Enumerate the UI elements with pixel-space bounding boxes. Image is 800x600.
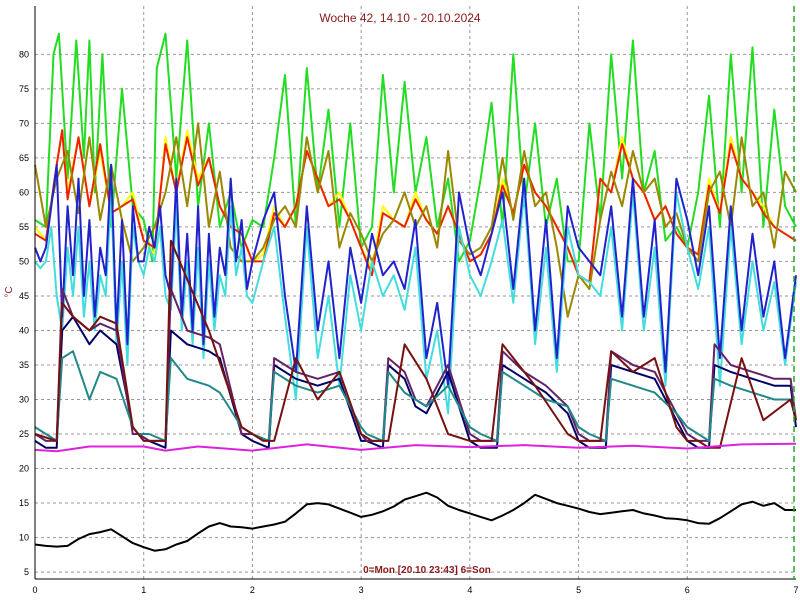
y-tick-label: 25	[19, 429, 29, 439]
x-tick-label: 5	[576, 585, 581, 595]
y-tick-label: 15	[19, 498, 29, 508]
y-tick-label: 35	[19, 360, 29, 370]
y-tick-label: 10	[19, 533, 29, 543]
y-tick-label: 40	[19, 325, 29, 335]
y-tick-label: 50	[19, 256, 29, 266]
y-tick-label: 20	[19, 464, 29, 474]
y-tick-label: 55	[19, 222, 29, 232]
x-tick-label: 0	[32, 585, 37, 595]
series-layer	[34, 32, 797, 552]
series-line-11	[34, 491, 796, 552]
y-tick-label: 60	[19, 187, 29, 197]
x-tick-label: 4	[467, 585, 472, 595]
x-tick-label: 3	[359, 585, 364, 595]
x-tick-label: 6	[685, 585, 690, 595]
y-tick-label: 45	[19, 291, 29, 301]
series-line-9	[34, 239, 797, 449]
y-tick-label: 65	[19, 153, 29, 163]
series-line-10	[34, 442, 797, 453]
y-tick-label: 80	[19, 49, 29, 59]
chart-title: Woche 42, 14.10 - 20.10.2024	[319, 11, 481, 25]
y-tick-label: 75	[19, 84, 29, 94]
y-axis-label: °C	[4, 286, 15, 297]
x-tick-label: 1	[141, 585, 146, 595]
x-tick-label: 7	[793, 585, 798, 595]
y-tick-label: 30	[19, 395, 29, 405]
x-tick-label: 2	[250, 585, 255, 595]
chart-footer: 0=Mon [20.10 23:43] 6=Son	[363, 565, 491, 576]
series-line-2	[34, 129, 797, 284]
y-tick-label: 5	[24, 567, 29, 577]
y-tick-label: 70	[19, 118, 29, 128]
